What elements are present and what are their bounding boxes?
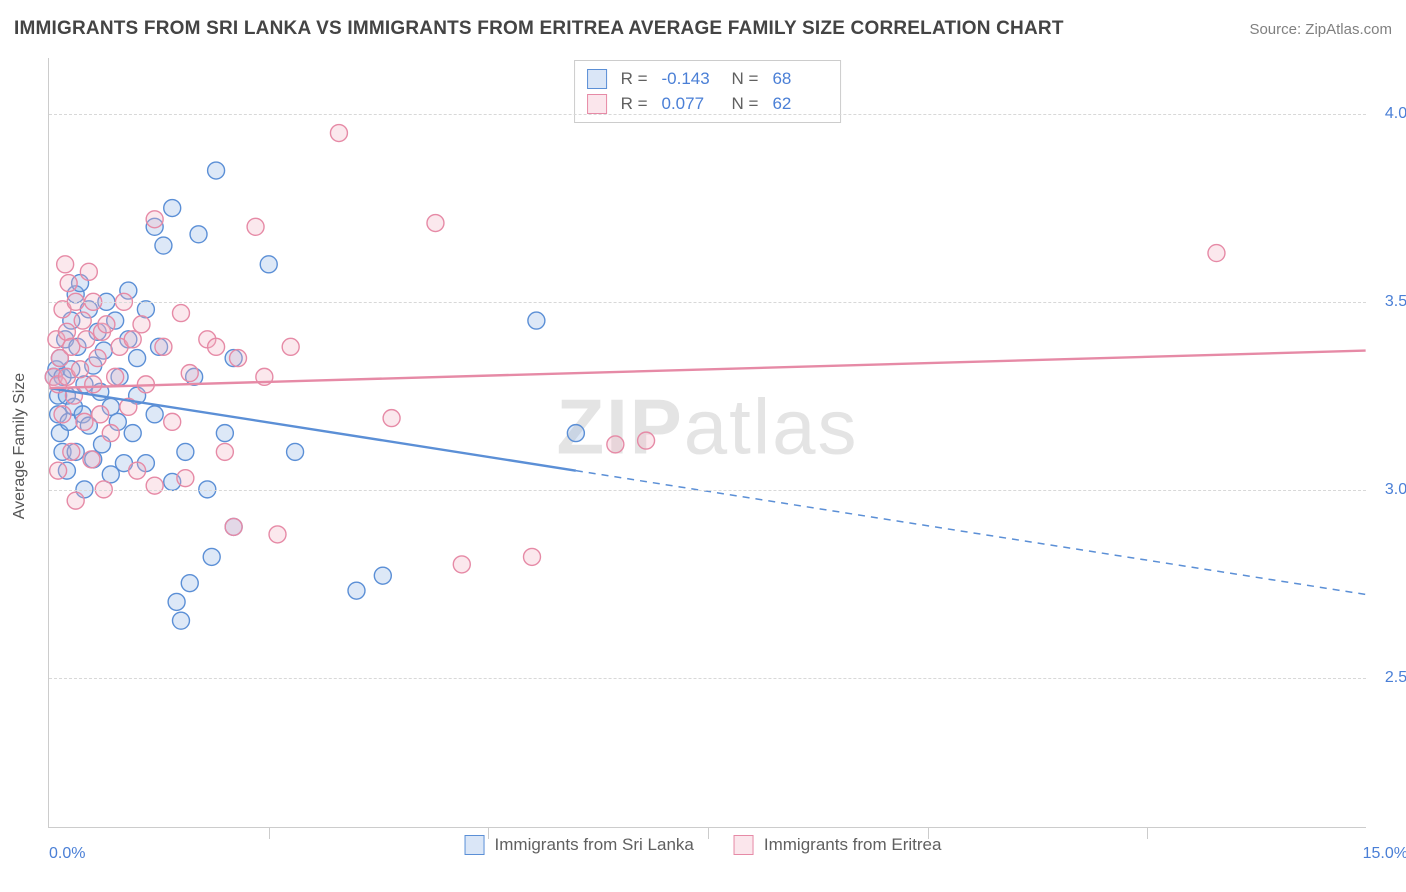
scatter-point bbox=[269, 526, 286, 543]
scatter-point bbox=[638, 432, 655, 449]
scatter-point bbox=[58, 323, 75, 340]
scatter-point bbox=[54, 406, 71, 423]
gridline bbox=[49, 678, 1366, 679]
scatter-point bbox=[102, 425, 119, 442]
legend-swatch bbox=[465, 835, 485, 855]
scatter-point bbox=[567, 425, 584, 442]
scatter-point bbox=[216, 443, 233, 460]
scatter-point bbox=[60, 275, 77, 292]
scatter-point bbox=[129, 350, 146, 367]
scatter-point bbox=[146, 477, 163, 494]
scatter-point bbox=[74, 312, 91, 329]
scatter-point bbox=[172, 612, 189, 629]
scatter-point bbox=[260, 256, 277, 273]
scatter-point bbox=[63, 443, 80, 460]
plot-area: ZIPatlas R = -0.143N = 68R = 0.077N = 62… bbox=[48, 58, 1366, 828]
scatter-point bbox=[155, 237, 172, 254]
y-tick-label: 4.00 bbox=[1385, 105, 1406, 123]
scatter-point bbox=[203, 548, 220, 565]
y-tick-label: 3.00 bbox=[1385, 481, 1406, 499]
scatter-point bbox=[67, 492, 84, 509]
chart-title: IMMIGRANTS FROM SRI LANKA VS IMMIGRANTS … bbox=[14, 18, 1064, 40]
scatter-point bbox=[92, 406, 109, 423]
scatter-point bbox=[607, 436, 624, 453]
scatter-point bbox=[83, 451, 100, 468]
scatter-point bbox=[85, 376, 102, 393]
legend-item: Immigrants from Eritrea bbox=[734, 835, 942, 855]
bottom-legend: Immigrants from Sri Lanka Immigrants from… bbox=[465, 835, 942, 855]
scatter-point bbox=[65, 387, 82, 404]
scatter-point bbox=[181, 575, 198, 592]
gridline bbox=[49, 490, 1366, 491]
scatter-point bbox=[124, 331, 141, 348]
legend-label: Immigrants from Eritrea bbox=[764, 835, 942, 855]
scatter-point bbox=[383, 410, 400, 427]
scatter-point bbox=[98, 316, 115, 333]
scatter-point bbox=[225, 518, 242, 535]
scatter-point bbox=[177, 470, 194, 487]
scatter-point bbox=[216, 425, 233, 442]
scatter-point bbox=[230, 350, 247, 367]
legend-item: Immigrants from Sri Lanka bbox=[465, 835, 694, 855]
chart-svg bbox=[49, 58, 1366, 827]
scatter-point bbox=[146, 406, 163, 423]
scatter-point bbox=[287, 443, 304, 460]
y-axis-title: Average Family Size bbox=[11, 373, 29, 519]
scatter-point bbox=[348, 582, 365, 599]
scatter-point bbox=[164, 200, 181, 217]
x-axis-max-label: 15.0% bbox=[1363, 845, 1406, 863]
scatter-point bbox=[168, 593, 185, 610]
scatter-point bbox=[50, 462, 67, 479]
scatter-point bbox=[1208, 245, 1225, 262]
scatter-point bbox=[80, 263, 97, 280]
scatter-point bbox=[177, 443, 194, 460]
y-tick-label: 2.50 bbox=[1385, 669, 1406, 687]
scatter-point bbox=[129, 462, 146, 479]
scatter-point bbox=[453, 556, 470, 573]
scatter-point bbox=[330, 125, 347, 142]
scatter-point bbox=[155, 338, 172, 355]
scatter-point bbox=[528, 312, 545, 329]
scatter-point bbox=[57, 256, 74, 273]
legend-label: Immigrants from Sri Lanka bbox=[495, 835, 694, 855]
scatter-point bbox=[133, 316, 150, 333]
scatter-point bbox=[282, 338, 299, 355]
scatter-point bbox=[107, 368, 124, 385]
scatter-point bbox=[190, 226, 207, 243]
scatter-point bbox=[374, 567, 391, 584]
scatter-point bbox=[427, 215, 444, 232]
scatter-point bbox=[208, 338, 225, 355]
scatter-point bbox=[146, 211, 163, 228]
scatter-point bbox=[72, 361, 89, 378]
scatter-point bbox=[181, 365, 198, 382]
scatter-point bbox=[124, 425, 141, 442]
scatter-point bbox=[76, 413, 93, 430]
scatter-point bbox=[172, 305, 189, 322]
scatter-point bbox=[137, 301, 154, 318]
scatter-point bbox=[208, 162, 225, 179]
source-label: Source: ZipAtlas.com bbox=[1249, 21, 1392, 38]
legend-swatch bbox=[734, 835, 754, 855]
scatter-point bbox=[524, 548, 541, 565]
scatter-point bbox=[247, 218, 264, 235]
scatter-point bbox=[89, 350, 106, 367]
x-axis-min-label: 0.0% bbox=[49, 845, 85, 863]
scatter-point bbox=[164, 413, 181, 430]
x-tick bbox=[1147, 827, 1148, 839]
gridline bbox=[49, 114, 1366, 115]
scatter-point bbox=[78, 331, 95, 348]
gridline bbox=[49, 302, 1366, 303]
y-tick-label: 3.50 bbox=[1385, 293, 1406, 311]
x-tick bbox=[269, 827, 270, 839]
